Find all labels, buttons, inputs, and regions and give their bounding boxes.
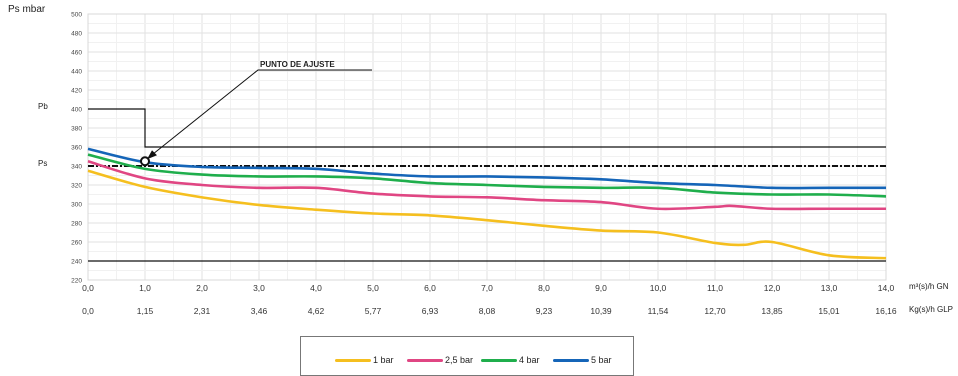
x-tick-label-gn: 0,0: [82, 283, 94, 293]
legend-item-4bar: 4 bar: [481, 355, 540, 365]
annotation-group: [140, 69, 372, 167]
legend-item-5bar: 5 bar: [553, 355, 612, 365]
y-unit-label: Ps mbar: [8, 4, 46, 15]
x-tick-label-glp: 10,39: [590, 306, 612, 316]
legend-item-2-5bar: 2,5 bar: [407, 355, 473, 365]
legend-swatch-2-5bar: [407, 358, 443, 362]
y-tick-label: 420: [71, 88, 82, 95]
x-tick-label-glp: 9,23: [536, 306, 553, 316]
y-tick-label: 380: [71, 126, 82, 133]
legend-swatch-5bar: [553, 358, 589, 362]
x-axis-label-glp: Kg(s)/h GLP: [909, 305, 954, 314]
series-line-2-5-bar: [87, 160, 886, 211]
y-tick-label: 320: [71, 183, 82, 190]
y-tick-label: 340: [71, 164, 82, 171]
x-axis-label-gn: m³(s)/h GN: [909, 282, 949, 291]
y-tick-label: 440: [71, 69, 82, 76]
annotation-arrowhead: [147, 150, 157, 160]
series-line-5-bar: [87, 147, 886, 190]
legend-swatch-4bar: [481, 358, 517, 362]
y-tick-label: 300: [71, 202, 82, 209]
x-tick-label-gn: 7,0: [481, 283, 493, 293]
reference-lines: [88, 108, 886, 262]
x-tick-label-glp: 13,85: [761, 306, 783, 316]
series-group: [87, 147, 887, 260]
set-point-annotation: PUNTO DE AJUSTE: [260, 60, 335, 69]
annotation-leader-line: [148, 69, 372, 158]
y-tick-label: 500: [71, 12, 82, 19]
x-tick-label-gn: 4,0: [310, 283, 322, 293]
x-tick-label-gn: 12,0: [764, 283, 781, 293]
legend-label-1bar: 1 bar: [373, 355, 394, 365]
pb-label: Pb: [38, 102, 48, 111]
x-tick-label-glp: 2,31: [194, 306, 211, 316]
x-tick-label-gn: 13,0: [821, 283, 838, 293]
legend-label-5bar: 5 bar: [591, 355, 612, 365]
y-tick-label: 280: [71, 221, 82, 228]
x-tick-label-gn: 9,0: [595, 283, 607, 293]
x-tick-label-glp: 5,77: [365, 306, 382, 316]
x-tick-label-glp: 15,01: [818, 306, 840, 316]
y-tick-label: 220: [71, 278, 82, 285]
x-tick-label-gn: 10,0: [650, 283, 667, 293]
legend-item-1bar: 1 bar: [335, 355, 394, 365]
legend-swatch-1bar: [335, 358, 371, 362]
series-line-1-bar: [87, 169, 887, 260]
x-tick-label-glp: 1,15: [137, 306, 154, 316]
x-tick-label-gn: 11,0: [707, 283, 723, 293]
y-tick-label: 360: [71, 145, 82, 152]
y-tick-label: 400: [71, 107, 82, 114]
x-tick-label-gn: 8,0: [538, 283, 550, 293]
ps-label: Ps: [38, 159, 48, 168]
y-tick-labels: 220 240 260 280 300 320 340 360 380 400 420 440 460 4…: [71, 12, 82, 285]
x-tick-label-glp: 3,46: [251, 306, 268, 316]
y-tick-label: 260: [71, 240, 82, 247]
legend-label-4bar: 4 bar: [519, 355, 540, 365]
x-tick-label-gn: 14,0: [878, 283, 895, 293]
legend-label-2-5bar: 2,5 bar: [445, 355, 474, 365]
x-tick-label-glp: 11,54: [648, 306, 669, 316]
x-tick-label-gn: 2,0: [196, 283, 208, 293]
series-line-4-bar: [87, 153, 887, 198]
y-tick-label: 480: [71, 31, 82, 38]
x-tick-label-glp: 8,08: [479, 306, 496, 316]
set-point-marker: [140, 156, 150, 167]
x-tick-label-glp: 16,16: [875, 306, 897, 316]
x-tick-label-gn: 6,0: [424, 283, 436, 293]
x-tick-label-glp: 6,93: [422, 306, 439, 316]
x-tick-label-gn: 5,0: [367, 283, 379, 293]
y-tick-label: 240: [71, 259, 82, 266]
x-tick-label-gn: 1,0: [139, 283, 151, 293]
x-tick-label-glp: 0,0: [82, 306, 94, 316]
y-tick-label: 460: [71, 50, 82, 57]
x-tick-labels-glp: 0,0 1,15 2,31 3,46 4,62 5,77 6,93 8,08 9,23 10,39…: [82, 306, 897, 316]
x-tick-label-glp: 12,70: [704, 306, 726, 316]
pb-step-line: [88, 108, 886, 148]
legend: 1 bar 2,5 bar 4 bar 5 bar: [300, 336, 634, 376]
x-tick-label-gn: 3,0: [253, 283, 265, 293]
x-tick-labels-gn: 0,0 1,0 2,0 3,0 4,0 5,0 6,0 7,0 8,0 9,0 10,0 11,0 12…: [82, 283, 894, 293]
x-tick-label-glp: 4,62: [308, 306, 325, 316]
